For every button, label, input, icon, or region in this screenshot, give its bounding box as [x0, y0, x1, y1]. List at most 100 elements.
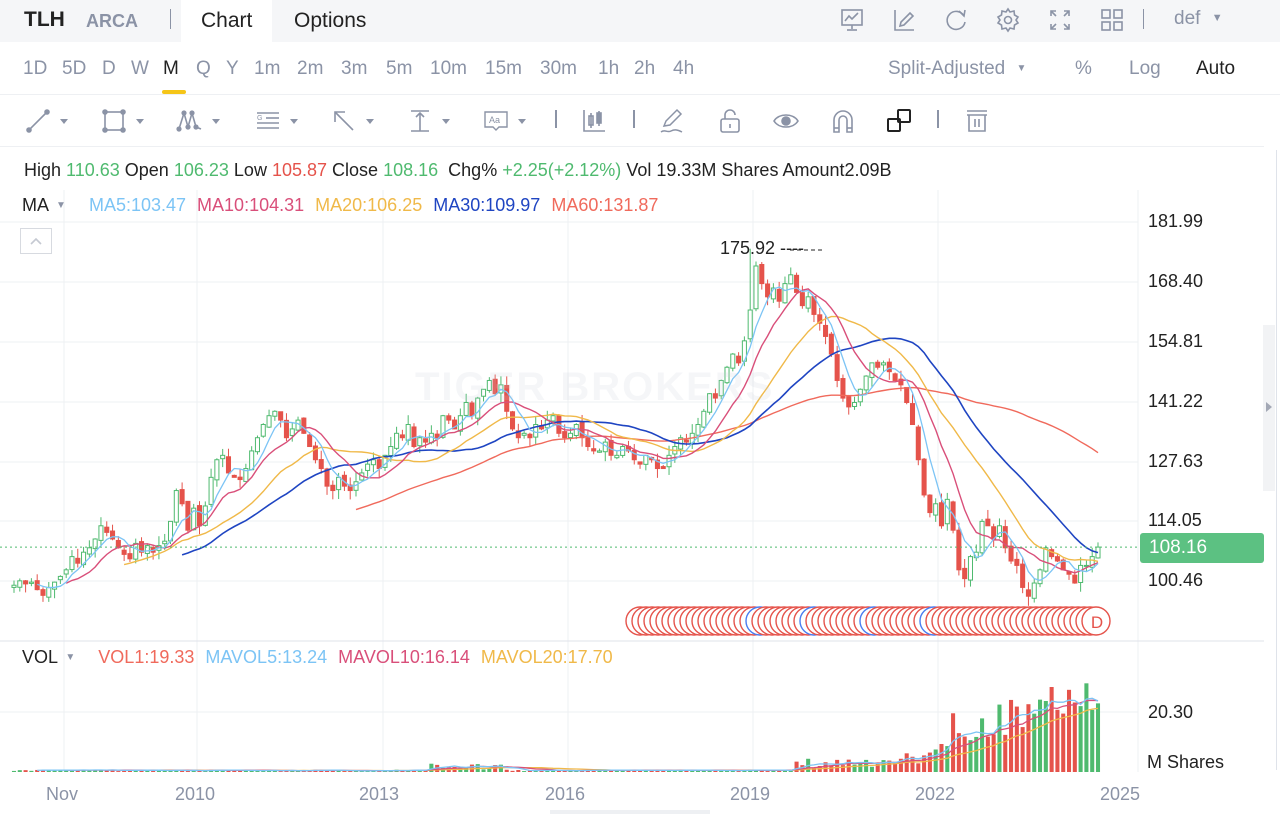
link-objects-tool[interactable] [885, 107, 913, 135]
volume-unit-label: M Shares [1147, 752, 1225, 772]
price-tick: 168.40 [1148, 271, 1204, 291]
high-value: 110.63 [66, 160, 120, 180]
price-tick: 141.22 [1148, 391, 1204, 411]
period-month[interactable]: M [163, 58, 179, 79]
close-value: 108.16 [383, 160, 439, 180]
rectangle-icon [102, 109, 126, 133]
candle-style-tool[interactable] [580, 107, 608, 135]
change-value: +2.25(+2.12%) [502, 160, 622, 180]
ma60-value: MA60:131.87 [551, 195, 659, 215]
svg-text:Aa: Aa [489, 115, 500, 125]
percent-scale-toggle[interactable]: % [1075, 58, 1092, 79]
chevron-down-icon: ▼ [65, 652, 76, 663]
price-range-tool[interactable] [406, 107, 450, 135]
visibility-tool[interactable] [772, 107, 800, 135]
x-tick: 2019 [730, 784, 771, 804]
x-tick: 2010 [175, 784, 216, 804]
price-tick: 181.99 [1148, 211, 1204, 231]
trend-line-tool[interactable] [24, 107, 68, 135]
panel-border [1276, 150, 1277, 770]
fibonacci-icon: G [257, 112, 279, 129]
tab-options[interactable]: Options [294, 9, 367, 32]
top-header-bar: TLH ARCA Chart Options def ▼ [0, 0, 1280, 42]
period-2h[interactable]: 2h [634, 58, 656, 79]
pattern-tool[interactable] [176, 107, 220, 135]
right-panel-toggle[interactable] [1263, 325, 1275, 491]
draw-edit-icon[interactable] [878, 6, 930, 34]
vol1-value: VOL1:19.33 [98, 647, 195, 667]
header-icon-group [826, 6, 1138, 34]
template-select[interactable]: def ▼ [1174, 8, 1223, 30]
ma5-value: MA5:103.47 [88, 195, 187, 215]
magnet-icon [833, 110, 853, 133]
time-scrollbar[interactable] [550, 810, 710, 814]
price-chart[interactable]: D [0, 190, 1280, 790]
mavol5-value: MAVOL5:13.24 [205, 647, 328, 667]
log-scale-toggle[interactable]: Log [1129, 58, 1161, 79]
high-label: High [24, 160, 62, 180]
open-label: Open [124, 160, 169, 180]
mavol10-value: MAVOL10:16.14 [338, 647, 470, 667]
tab-chart[interactable]: Chart [181, 0, 273, 42]
period-selector-bar: 1D 5D D W M Q Y 1m 2m 3m 5m 10m 15m 30m … [0, 42, 1280, 95]
period-10m[interactable]: 10m [430, 58, 467, 79]
auto-scale-toggle[interactable]: Auto [1196, 58, 1236, 79]
period-4h[interactable]: 4h [673, 58, 695, 79]
lock-icon [720, 109, 740, 133]
adjustment-select[interactable]: Split-Adjusted ▼ [888, 58, 1026, 80]
toolbar-divider [633, 110, 635, 128]
arrow-icon [334, 111, 354, 131]
pattern-icon [176, 110, 202, 132]
period-30m[interactable]: 30m [540, 58, 577, 79]
period-week[interactable]: W [131, 58, 149, 79]
trash-icon [967, 110, 987, 132]
svg-text:G: G [257, 115, 262, 122]
settings-gear-icon[interactable] [982, 6, 1034, 34]
chevron-down-icon [290, 118, 298, 124]
amount-value: 2.09B [844, 160, 892, 180]
ma-indicator-select[interactable]: MA ▼ [22, 195, 71, 215]
period-1d[interactable]: 1D [23, 58, 48, 79]
change-label: Chg% [448, 160, 498, 180]
brush-icon [660, 108, 683, 133]
svg-text:D: D [1091, 613, 1103, 632]
period-5d[interactable]: 5D [62, 58, 87, 79]
ma-label: MA [22, 195, 49, 215]
period-5m[interactable]: 5m [386, 58, 413, 79]
x-tick: 2022 [915, 784, 956, 804]
rectangle-tool[interactable] [100, 107, 144, 135]
chevron-down-icon: ▼ [1016, 63, 1027, 74]
fullscreen-expand-icon[interactable] [1034, 6, 1086, 34]
period-15m[interactable]: 15m [485, 58, 522, 79]
fibonacci-tool[interactable]: G [254, 107, 298, 135]
x-tick: 2025 [1100, 784, 1141, 804]
magnet-tool[interactable] [829, 107, 857, 135]
price-tick: 127.63 [1148, 451, 1204, 471]
layout-grid-icon[interactable] [1086, 6, 1138, 34]
period-3m[interactable]: 3m [341, 58, 368, 79]
period-quarter[interactable]: Q [196, 58, 211, 79]
ma-legend: MA ▼ MA5:103.47 MA10:104.31 MA20:106.25 … [22, 195, 658, 216]
period-1h[interactable]: 1h [598, 58, 620, 79]
volume-label: Vol [626, 160, 652, 180]
lock-tool[interactable] [716, 107, 744, 135]
chart-monitor-icon[interactable] [826, 6, 878, 34]
period-1m[interactable]: 1m [254, 58, 281, 79]
text-note-tool[interactable]: Aa [482, 107, 526, 135]
collapse-indicators-button[interactable] [20, 228, 52, 254]
chevron-right-icon [1266, 402, 1272, 412]
low-value: 105.87 [271, 160, 328, 180]
refresh-icon[interactable] [930, 6, 982, 34]
period-year[interactable]: Y [226, 58, 239, 79]
period-2m[interactable]: 2m [297, 58, 324, 79]
vol-indicator-select[interactable]: VOL ▼ [22, 647, 80, 667]
period-day[interactable]: D [102, 58, 116, 79]
chevron-down-icon: ▼ [56, 200, 66, 211]
delete-drawings-tool[interactable] [963, 107, 991, 135]
arrow-tool[interactable] [330, 107, 374, 135]
text-note-icon: Aa [484, 111, 508, 131]
ticker-symbol: TLH [24, 8, 65, 31]
brush-tool[interactable] [658, 107, 686, 135]
close-label: Close [332, 160, 379, 180]
low-label: Low [233, 160, 267, 180]
